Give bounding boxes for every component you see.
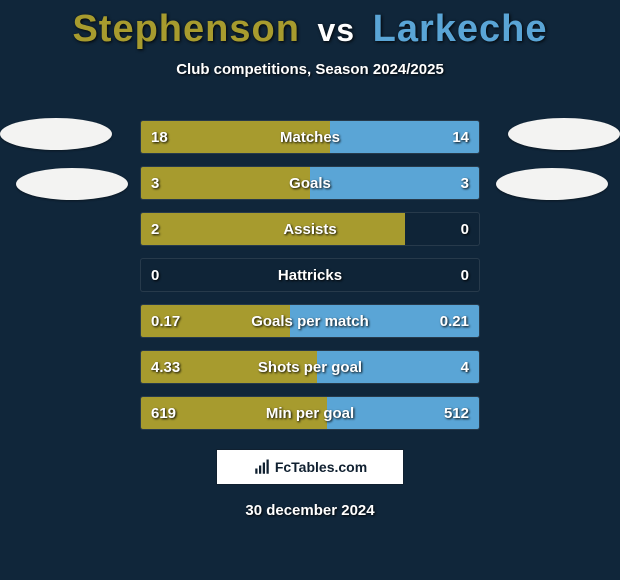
stat-label: Goals (141, 167, 479, 199)
player1-name: Stephenson (72, 8, 299, 50)
badge-text: FcTables.com (275, 459, 367, 475)
stat-label: Goals per match (141, 305, 479, 337)
stat-row: Assists2 0 (140, 212, 480, 246)
stat-label: Min per goal (141, 397, 479, 429)
stat-right-value: 14 (452, 121, 469, 153)
stat-row: Shots per goal4.33 4 (140, 350, 480, 384)
stat-label: Hattricks (141, 259, 479, 291)
ellipse-icon (16, 168, 128, 200)
stat-right-value: 0 (461, 213, 469, 245)
stat-left-value: 0.17 (151, 305, 180, 337)
stat-right-value: 512 (444, 397, 469, 429)
title-separator: vs (317, 12, 355, 48)
stat-left-value: 4.33 (151, 351, 180, 383)
stat-rows: Matches1814Goals33Assists20Hattricks00Go… (140, 120, 480, 442)
date-label: 30 december 2024 (0, 502, 620, 519)
ellipse-icon (508, 118, 620, 150)
stat-left-value: 619 (151, 397, 176, 429)
stat-right-value: 0 (461, 259, 469, 291)
stat-right-value: 4 (461, 351, 469, 383)
stat-label: Matches (141, 121, 479, 153)
stat-left-value: 3 (151, 167, 159, 199)
stat-left-value: 0 (151, 259, 159, 291)
ellipse-icon (496, 168, 608, 200)
comparison-title: Stephenson vs Larkeche (0, 0, 620, 51)
stat-row: Hattricks0 0 (140, 258, 480, 292)
stat-left-value: 2 (151, 213, 159, 245)
stat-label: Shots per goal (141, 351, 479, 383)
stat-row: Goals3 3 (140, 166, 480, 200)
stat-row: Min per goal619 512 (140, 396, 480, 430)
stat-right-value: 0.21 (440, 305, 469, 337)
stat-row: Goals per match0.17 0.21 (140, 304, 480, 338)
player2-name: Larkeche (373, 8, 548, 50)
stat-right-value: 3 (461, 167, 469, 199)
stat-left-value: 18 (151, 121, 168, 153)
right-avatar-placeholders (502, 118, 620, 218)
stat-row: Matches18 14 (140, 120, 480, 154)
stat-label: Assists (141, 213, 479, 245)
source-badge: FcTables.com (216, 449, 404, 485)
ellipse-icon (0, 118, 112, 150)
subtitle: Club competitions, Season 2024/2025 (0, 61, 620, 78)
bar-chart-icon (253, 458, 271, 476)
left-avatar-placeholders (0, 118, 118, 218)
